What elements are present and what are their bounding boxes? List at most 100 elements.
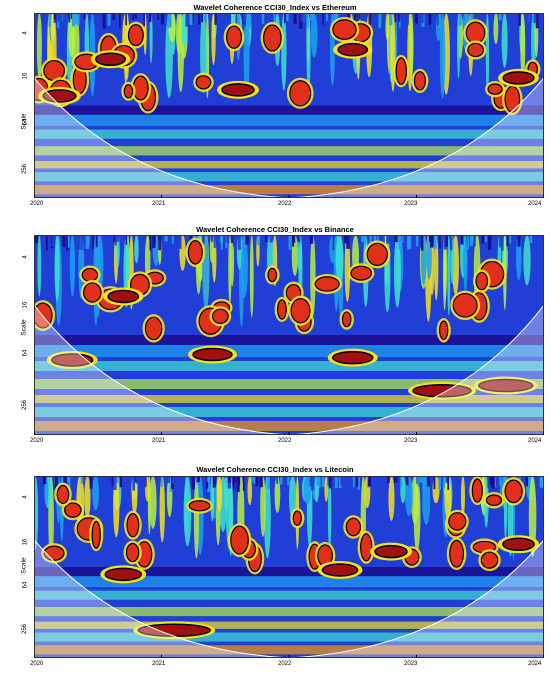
coherence-streak [422, 476, 425, 491]
coherence-streak [206, 476, 209, 489]
coherence-streak [159, 476, 165, 543]
coherence-streak [36, 13, 42, 80]
x-tick-label: 2020 [30, 438, 44, 444]
significant-region [485, 494, 503, 507]
coherence-streak [281, 13, 287, 91]
significant-region [125, 542, 140, 563]
significant-region [395, 57, 407, 85]
coherence-streak [535, 13, 539, 29]
coherence-streak [149, 13, 152, 22]
coherence-streak [398, 235, 402, 250]
x-tick-label: 2024 [528, 438, 542, 444]
coherence-streak [438, 235, 441, 249]
coherence-streak [190, 13, 193, 26]
y-tick-label: 64 [22, 118, 29, 126]
coherence-streak [95, 235, 98, 248]
coherence-streak [343, 235, 347, 243]
coherence-streak [532, 235, 534, 251]
coherence-streak [222, 235, 226, 242]
coherence-streak [218, 235, 221, 250]
coherence-streak [243, 13, 247, 20]
coherence-streak [430, 476, 433, 485]
coherence-streak [42, 476, 47, 485]
coherence-streak [539, 476, 544, 488]
coherence-streak [210, 235, 214, 242]
coherence-streak [42, 13, 45, 25]
coherence-streak [304, 13, 307, 28]
cone-of-influence-line [34, 77, 544, 198]
coherence-streak [397, 13, 401, 22]
coherence-streak [80, 476, 84, 484]
y-axis-label: Scale [20, 319, 28, 336]
coherence-streak [167, 476, 171, 484]
significant-region [126, 513, 140, 538]
significant-region [412, 383, 472, 398]
significant-region [127, 24, 144, 47]
coherence-streak [415, 13, 418, 25]
coherence-streak [361, 13, 363, 28]
coherence-streak [261, 13, 265, 24]
coherence-streak [439, 13, 446, 99]
panel-litecoin: Wavelet Coherence CCI30_Index vs Litecoi… [0, 462, 550, 679]
coherence-streak [443, 235, 447, 250]
coherence-streak [467, 235, 469, 250]
coherence-streak [260, 476, 266, 537]
significant-region [211, 308, 229, 324]
coherence-streak [334, 476, 338, 489]
cone-of-influence [34, 305, 544, 435]
coherence-streak [226, 235, 230, 243]
coherence-streak [237, 235, 241, 250]
coherence-streak [201, 13, 204, 23]
coherence-streak [247, 476, 253, 506]
significant-region [449, 539, 465, 568]
coherence-streak [356, 13, 359, 29]
coherence-streak [318, 476, 321, 489]
coherence-streak [347, 13, 351, 20]
significant-region [350, 265, 373, 281]
coherence-streak [472, 235, 474, 242]
coherence-streak [141, 476, 144, 492]
coherence-streak [134, 235, 139, 264]
coherence-streak [303, 476, 312, 505]
coherence-streak [132, 13, 134, 20]
significant-region [374, 544, 408, 559]
significant-region [487, 83, 503, 95]
coherence-streak [436, 13, 439, 26]
coherence-streak [309, 476, 313, 487]
significant-region [64, 502, 82, 518]
y-tick-label: 64 [22, 581, 29, 589]
coherence-streak [540, 235, 544, 245]
coherence-streak [193, 476, 199, 559]
coherence-streak [149, 235, 152, 251]
coherence-streak [389, 13, 393, 26]
coherence-streak [62, 235, 66, 247]
coherence-streak [499, 476, 502, 486]
significant-region [341, 311, 352, 328]
x-tick-label: 2022 [278, 201, 292, 207]
significant-region [475, 271, 489, 291]
coherence-streak [125, 13, 128, 26]
significant-region [467, 42, 484, 58]
coherence-streak [506, 235, 509, 247]
coherence-streak [40, 476, 43, 484]
x-tick-label: 2023 [404, 661, 418, 667]
coherence-streak [397, 476, 401, 491]
coherence-streak [116, 235, 119, 242]
significant-region [81, 267, 99, 282]
significant-region [104, 567, 142, 582]
coherence-streak [80, 235, 83, 250]
coherence-streak [214, 13, 217, 25]
coherence-streak [368, 13, 372, 28]
wavelet-heatmap [34, 235, 544, 435]
coherence-streak [485, 13, 490, 95]
significant-region [187, 239, 203, 265]
coherence-band [34, 407, 544, 417]
coherence-streak [211, 13, 216, 65]
coherence-streak [66, 235, 69, 251]
coherence-band [34, 632, 544, 642]
coherence-band [34, 105, 544, 115]
coherence-streak [68, 476, 71, 492]
coherence-streak [488, 235, 492, 250]
x-tick-label: 2021 [152, 661, 166, 667]
coherence-streak [102, 13, 106, 29]
